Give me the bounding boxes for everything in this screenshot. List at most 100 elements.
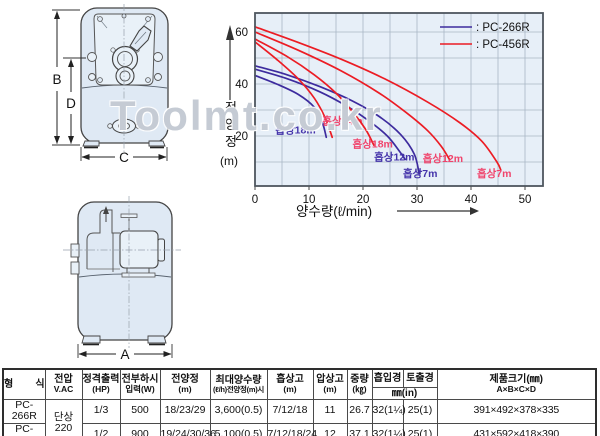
col-header-input: 전부하시 입력(W) [119, 368, 161, 400]
pump-curve-PC-456R [254, 31, 451, 161]
motor-base [121, 272, 156, 278]
header-line: 정격출력 [82, 374, 120, 386]
chart-dynamic-layer: 흡상18m흡상12m흡상7m흡상24m흡상18m흡상12m흡상7m2040600… [220, 13, 543, 219]
y-axis-title-char: 양 [225, 117, 237, 132]
cell-size: 391×492×378×335 [436, 398, 597, 424]
foot [81, 335, 101, 344]
y-tick-label: 40 [235, 79, 248, 91]
header-subline: (㎏) [352, 384, 367, 395]
cell-model: PC-456R [2, 422, 46, 436]
header-line: 흡상고 [276, 374, 304, 386]
dim-c-label: C [119, 150, 129, 165]
pump-curve-PC-456R [254, 38, 375, 146]
pump-curve-PC-266R [254, 64, 421, 175]
elbow-detail-line [134, 31, 147, 45]
y-axis-title-unit: (m) [220, 154, 238, 168]
bolt [110, 47, 116, 53]
bolt [135, 123, 141, 129]
curve-label: 흡상24m [322, 114, 362, 127]
header-line: 압상고 [316, 374, 344, 386]
curve-label: 흡상18m [275, 123, 315, 136]
col-header-lift: 압상고 (m) [312, 368, 348, 400]
header-subline: (m) [323, 384, 337, 395]
col-header-maxflow: 최대양수량 (ℓ/h)전양정(m)시 [209, 368, 268, 400]
header-subline: A×B×C×D [496, 384, 536, 395]
curve-label: 흡상12m [374, 151, 414, 164]
cell-input: 500 [119, 398, 161, 424]
cell-flow: 5,100(0.5) [209, 422, 268, 436]
header-subline: V.AC [53, 384, 74, 395]
y-tick-label: 60 [235, 27, 248, 39]
header-subline: (ℓ/h)전양정(m)시 [213, 384, 264, 394]
bolt [145, 77, 151, 83]
motor [119, 230, 159, 269]
suction-flange [70, 261, 80, 275]
col-header-voltage: 전압 V.AC [44, 368, 83, 400]
cell-suction: 7/12/18/24 [266, 422, 317, 436]
legend-label: : PC-266R [476, 22, 530, 34]
foot [82, 140, 100, 147]
header-line: 제품크기(㎜) [489, 374, 543, 386]
cell-flow: 3,600(0.5) [209, 398, 268, 424]
dim-b-label: B [52, 72, 61, 87]
col-header-output: 정격출력 (HP) [81, 368, 121, 400]
header-line: 최대양수량 [215, 374, 262, 386]
cell-output: 1/3 [81, 398, 121, 424]
pump-port-lower-inner [119, 70, 131, 82]
y-axis-arrow [226, 25, 234, 40]
col-header-outlet: 토출경 [402, 368, 438, 388]
cell-outlet: 25(1) [402, 422, 438, 436]
bolt [97, 77, 103, 83]
side-flange [88, 73, 96, 81]
pump-port-lower [115, 66, 135, 86]
pump-front-view-drawing: B D C [52, 4, 169, 165]
header-line: 전압 [54, 374, 73, 386]
x-tick-label: 50 [519, 194, 532, 206]
col-header-size: 제품크기(㎜) A×B×C×D [436, 368, 597, 400]
pump-curve-PC-456R [254, 25, 502, 171]
side-flange [153, 52, 163, 62]
cell-lift: 12 [312, 422, 348, 436]
col-header-suction: 흡상고 (m) [266, 368, 314, 400]
col-header-model: 형 식 [2, 368, 46, 400]
pump-curve-PC-266R [254, 68, 406, 161]
side-flange [87, 52, 97, 62]
pump-body-side [77, 201, 173, 341]
cell-input: 900 [119, 422, 161, 436]
y-tick-label: 20 [235, 131, 248, 143]
y-axis-title-char: 정 [225, 134, 237, 149]
cell-output: 1/2 [81, 422, 121, 436]
x-tick-label: 20 [357, 194, 370, 206]
header-line: 전부하시 [121, 374, 159, 386]
curve-label: 흡상18m [353, 138, 393, 151]
cell-suction: 7/12/18 [266, 398, 314, 424]
col-header-inlet: 흡입경 [371, 368, 404, 388]
bolt [145, 16, 151, 22]
cell-model: PC-266R [2, 398, 46, 424]
col-header-weight: 중량 (㎏) [346, 368, 373, 400]
x-tick-label: 30 [411, 194, 424, 206]
pump-curve-PC-456R [254, 41, 334, 139]
pump-side-view-drawing: A [63, 196, 181, 362]
cell-inlet: 32(1¼) [371, 422, 406, 436]
cell-head: 18/23/29 [159, 398, 211, 424]
suction-flange [70, 243, 80, 258]
header-subline: (HP) [92, 384, 110, 395]
header-subline: 입력(W) [125, 384, 155, 395]
foot [147, 335, 167, 344]
cell-size: 431×592×418×390 [436, 422, 597, 436]
bolt [107, 123, 113, 129]
dim-a-label: A [120, 347, 129, 362]
priming-arrow-head [103, 206, 109, 214]
cell-weight: 37.1 [346, 422, 373, 436]
cell-inlet: 32(1¼) [371, 398, 406, 424]
x-tick-label: 0 [252, 194, 258, 206]
legend-label: : PC-456R [476, 39, 530, 51]
watermark: Toolmt.co.kr [110, 92, 383, 139]
header-subline: (m) [178, 384, 192, 395]
header-line: 전양정 [171, 374, 199, 386]
table-row: PC-456R 1/2 900 19/24/30/36 5,100(0.5) 7… [2, 422, 597, 436]
cell-outlet: 25(1) [402, 398, 438, 424]
bolt [97, 16, 103, 22]
col-header-head: 전양정 (m) [159, 368, 211, 400]
